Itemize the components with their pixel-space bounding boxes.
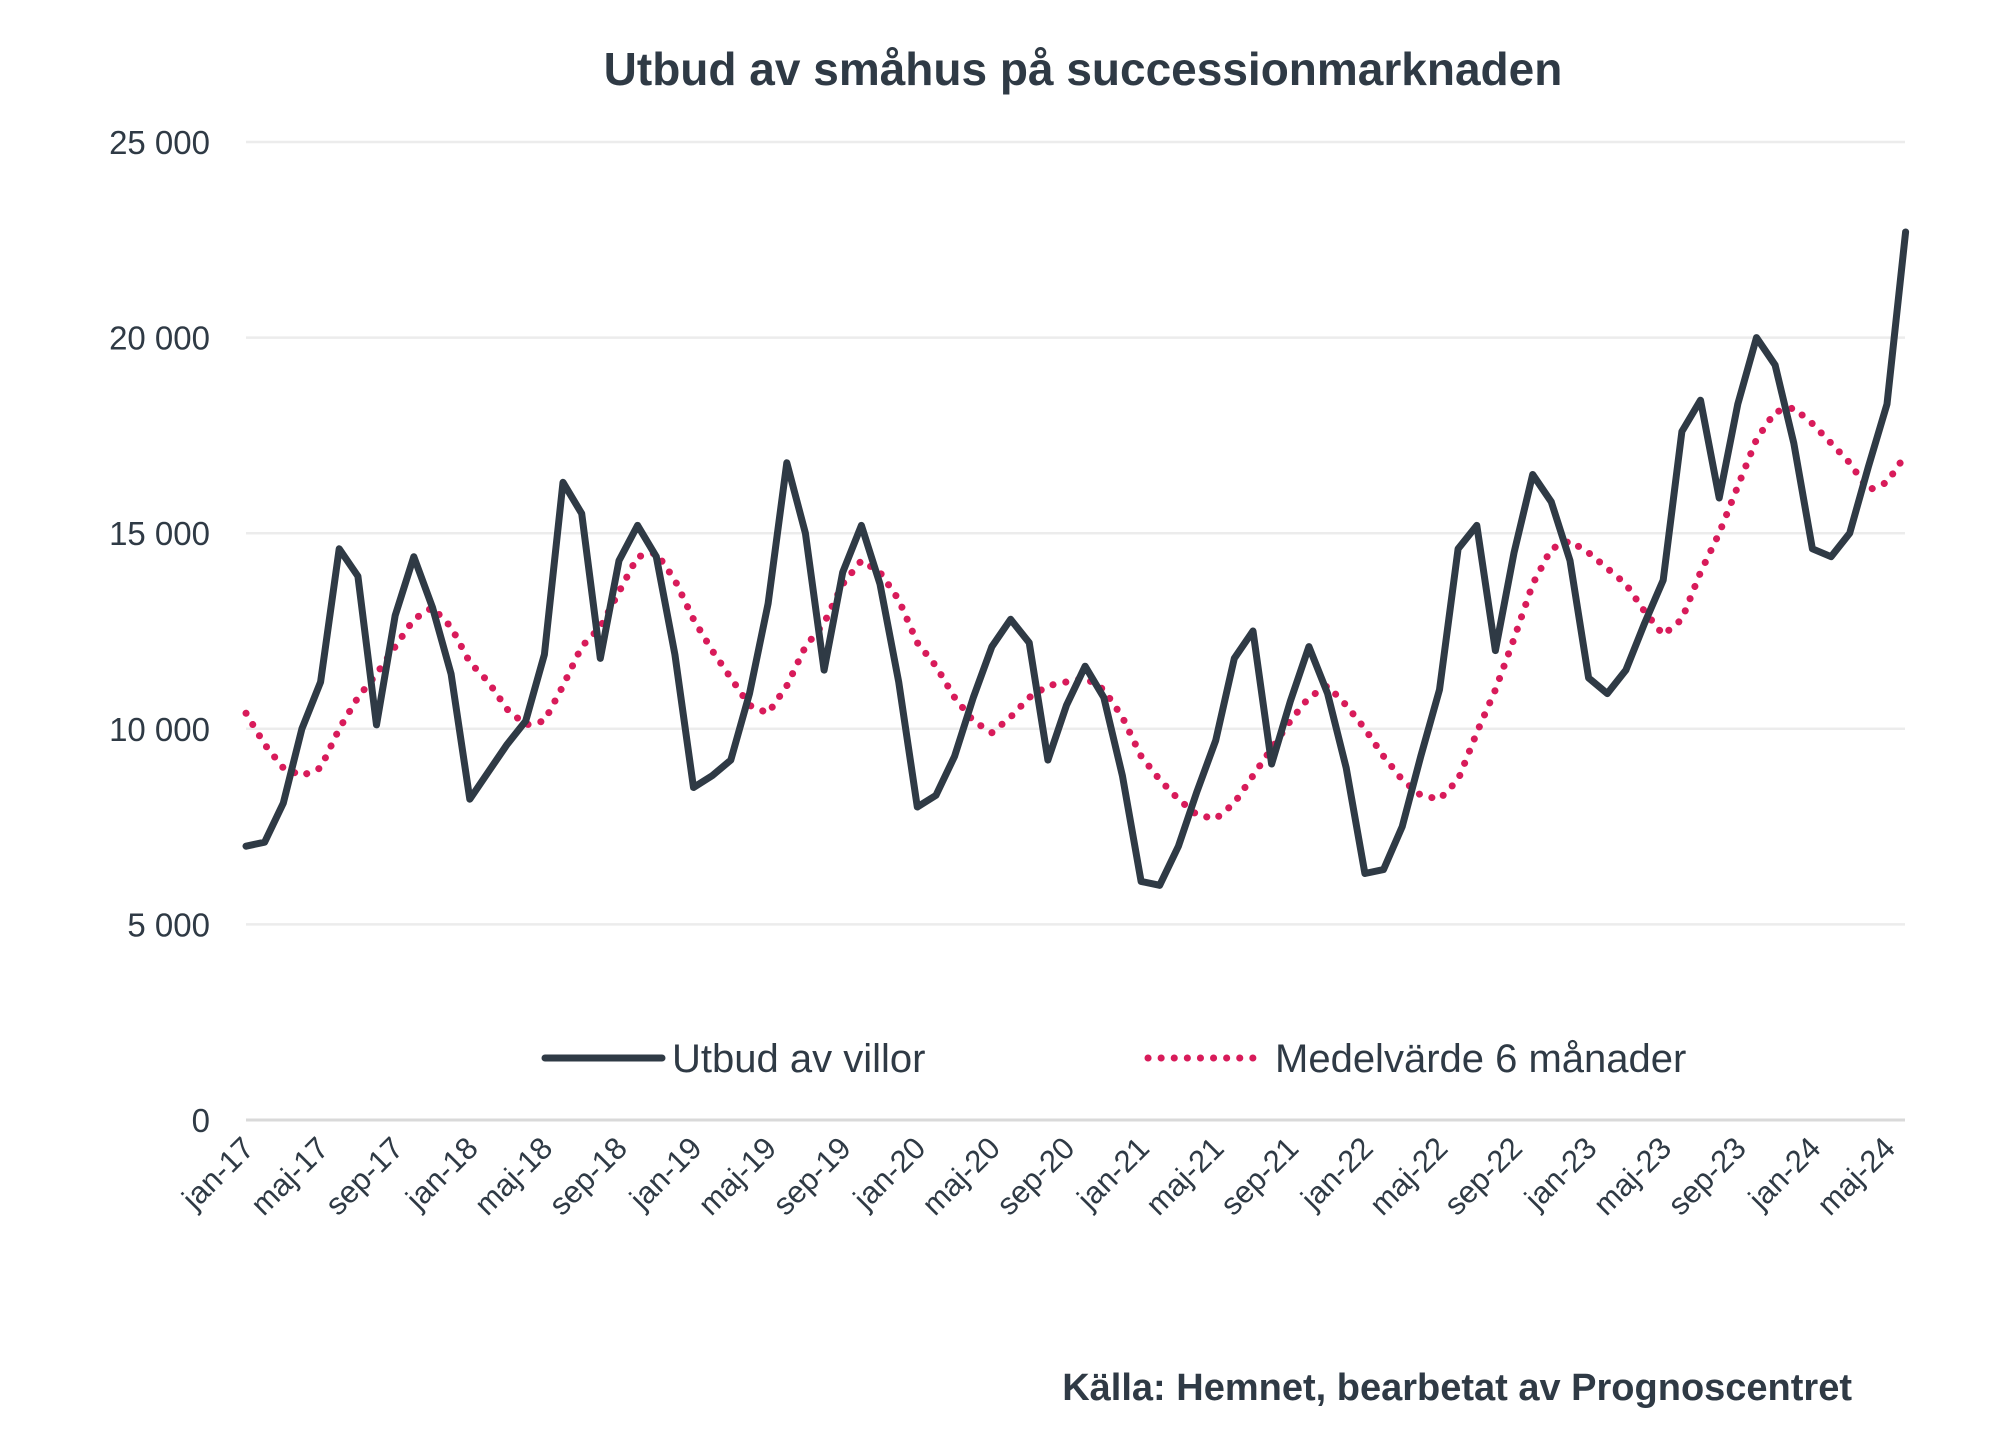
x-tick-label: jan-17 <box>175 1130 261 1216</box>
x-tick-label: sep-19 <box>766 1130 858 1222</box>
x-tick-label: maj-19 <box>691 1130 783 1222</box>
x-tick-label: jan-21 <box>1070 1130 1156 1216</box>
legend-item-medelvarde: Medelvärde 6 månader <box>1144 1037 1686 1081</box>
x-tick-label: jan-20 <box>846 1130 932 1216</box>
x-tick-label: maj-23 <box>1586 1130 1678 1222</box>
x-tick-label: maj-22 <box>1363 1130 1455 1222</box>
y-tick-label: 0 <box>192 1102 210 1139</box>
y-tick-label: 25 000 <box>109 124 210 161</box>
x-tick-label: jan-22 <box>1293 1130 1379 1216</box>
x-axis-ticks: jan-17maj-17sep-17jan-18maj-18sep-18jan-… <box>175 1130 1902 1222</box>
x-tick-label: sep-18 <box>542 1130 634 1222</box>
x-tick-label: sep-20 <box>990 1130 1082 1222</box>
legend-label-utbud: Utbud av villor <box>672 1037 925 1081</box>
x-tick-label: sep-23 <box>1661 1130 1753 1222</box>
y-tick-label: 15 000 <box>109 515 210 552</box>
x-tick-label: maj-18 <box>468 1130 560 1222</box>
chart-title: Utbud av småhus på successionmarknaden <box>604 43 1563 95</box>
x-tick-label: sep-22 <box>1437 1130 1529 1222</box>
x-tick-label: sep-21 <box>1213 1130 1305 1222</box>
x-tick-label: maj-17 <box>244 1130 336 1222</box>
series-line-utbud <box>242 228 1910 889</box>
y-tick-label: 20 000 <box>109 320 210 357</box>
x-tick-label: jan-19 <box>622 1130 708 1216</box>
x-tick-label: jan-18 <box>398 1130 484 1216</box>
x-tick-label: sep-17 <box>318 1130 410 1222</box>
x-tick-label: jan-23 <box>1517 1130 1603 1216</box>
series-group <box>242 228 1910 889</box>
legend: Utbud av villor Medelvärde 6 månader <box>541 1037 1686 1081</box>
x-tick-label: maj-24 <box>1810 1130 1902 1222</box>
x-tick-label: jan-24 <box>1741 1130 1827 1216</box>
legend-item-utbud: Utbud av villor <box>541 1037 925 1081</box>
x-tick-label: maj-20 <box>915 1130 1007 1222</box>
x-tick-label: maj-21 <box>1139 1130 1231 1222</box>
y-tick-label: 10 000 <box>109 711 210 748</box>
source-note: Källa: Hemnet, bearbetat av Prognoscentr… <box>1062 1367 1852 1409</box>
legend-label-medelvarde: Medelvärde 6 månader <box>1275 1037 1686 1081</box>
y-axis-ticks: 0 5 000 10 000 15 000 20 000 25 000 <box>109 124 210 1139</box>
y-tick-label: 5 000 <box>127 906 210 943</box>
